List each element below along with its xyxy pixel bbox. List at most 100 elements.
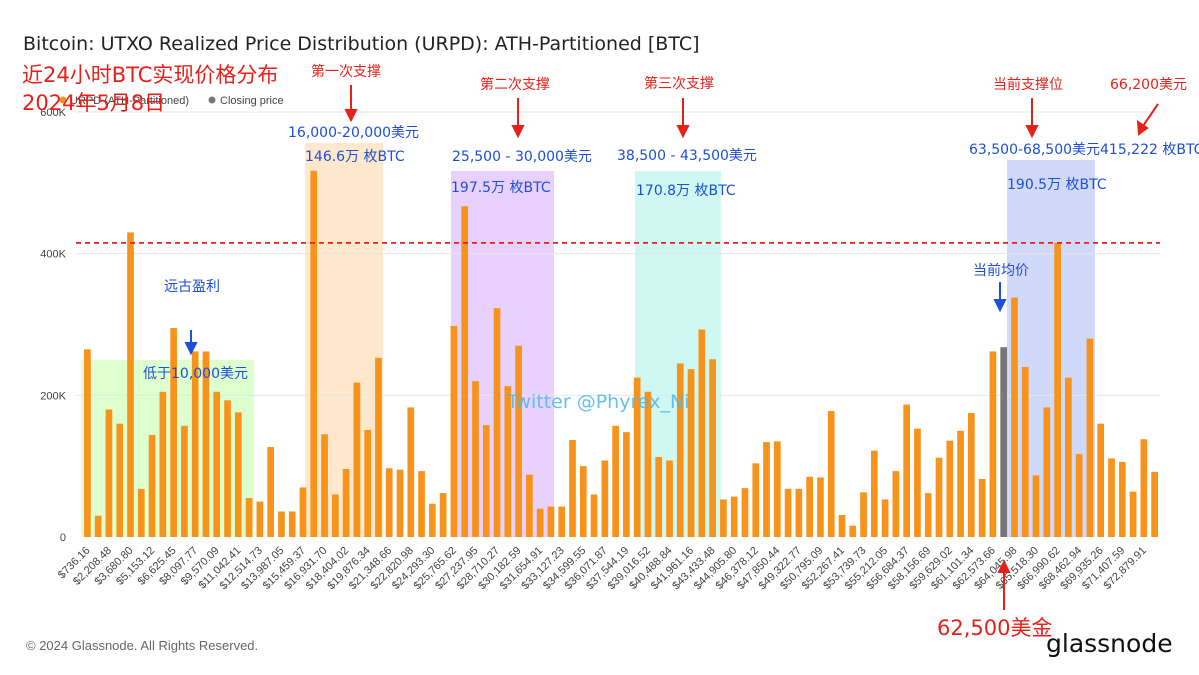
below-10k-annotation: 低于10,000美元 [143, 366, 248, 382]
urpd-bar [773, 441, 781, 538]
urpd-bar [849, 525, 857, 537]
urpd-bar [720, 499, 727, 537]
legend-closing-label: Closing price [220, 95, 284, 107]
urpd-bar [526, 474, 533, 537]
urpd-bar [504, 386, 512, 538]
urpd-bar [633, 377, 641, 538]
urpd-bar [515, 345, 522, 537]
red-arrows [344, 85, 1159, 610]
urpd-bar [461, 206, 469, 537]
urpd-bar [579, 466, 587, 537]
urpd-bar [1011, 297, 1018, 537]
y-tick-label: 0 [60, 532, 66, 544]
urpd-bar [978, 478, 986, 537]
legend-closing-marker [208, 96, 216, 104]
urpd-bar [342, 469, 350, 537]
urpd-bar [870, 450, 878, 537]
arrow-up-icon [997, 559, 1011, 573]
urpd-bar [827, 410, 835, 537]
urpd-bar [1108, 458, 1115, 538]
urpd-bar [1032, 475, 1040, 538]
urpd-bar [482, 425, 490, 537]
urpd-bar [838, 515, 846, 537]
urpd-bar [1140, 439, 1148, 537]
urpd-bar [946, 440, 954, 537]
urpd-bar [148, 435, 156, 537]
support4-amount: 190.5万 枚BTC [1007, 177, 1107, 193]
glassnode-logo: glassnode [1046, 629, 1173, 658]
urpd-bar [536, 508, 544, 537]
urpd-bar [267, 447, 274, 537]
urpd-bar [375, 357, 382, 537]
urpd-bar [396, 469, 404, 537]
ath-amount-annotation: 415,222 枚BTC [1100, 142, 1199, 158]
urpd-bar [202, 351, 210, 537]
urpd-bar [116, 423, 124, 537]
urpd-bar [903, 404, 911, 537]
urpd-bar [1129, 491, 1137, 537]
urpd-bar [84, 349, 91, 537]
urpd-bar [493, 308, 501, 537]
old-profit-annotation: 远古盈利 [164, 279, 220, 295]
urpd-bar [763, 442, 770, 537]
headline-annotation: 近24小时BTC实现价格分布 [22, 63, 278, 87]
urpd-bar [418, 471, 425, 538]
support3-range: 38,500 - 43,500美元 [617, 148, 757, 164]
urpd-bar [234, 412, 242, 537]
y-axis: 0 200K 400K 600K [40, 107, 66, 544]
urpd-bar [224, 400, 231, 537]
x-axis: $736.16$2,208.48$3,680.80$5,153.12$6,625… [56, 545, 1149, 592]
urpd-bar [989, 351, 997, 537]
highlight-zones [81, 143, 1095, 537]
support1-amount: 146.6万 枚BTC [305, 149, 405, 165]
urpd-bar [935, 457, 943, 537]
urpd-bar [278, 511, 285, 537]
urpd-bar [472, 381, 479, 537]
urpd-bar [137, 488, 145, 537]
support2-title: 第二次支撑 [480, 76, 550, 93]
urpd-bar [1118, 461, 1126, 537]
support4-range: 63,500-68,500美元 [969, 142, 1100, 158]
arrow-diagonal-icon [1136, 120, 1149, 136]
urpd-bar [288, 511, 296, 537]
support2-amount: 197.5万 枚BTC [451, 180, 551, 196]
urpd-bar [644, 391, 652, 537]
urpd-bar [331, 494, 339, 537]
urpd-bar [924, 493, 932, 537]
urpd-bar [752, 463, 760, 537]
chart-title: Bitcoin: UTXO Realized Price Distributio… [23, 33, 700, 55]
urpd-bar [321, 434, 328, 537]
urpd-bar [245, 498, 253, 537]
arrow-down-icon [511, 125, 525, 139]
urpd-bar [687, 369, 695, 538]
urpd-bar [159, 391, 167, 537]
watermark: Twitter @Phyrex_Ni [506, 391, 689, 413]
urpd-bar [213, 391, 221, 537]
y-grid [76, 111, 1160, 396]
urpd-bar [407, 407, 415, 538]
support2-range: 25,500 - 30,000美元 [452, 149, 592, 165]
urpd-bar [1043, 407, 1051, 538]
urpd-bar [181, 425, 188, 537]
urpd-bar [881, 499, 889, 537]
urpd-bar [1097, 423, 1105, 537]
arrow-down-icon [993, 299, 1007, 313]
urpd-bar [1054, 242, 1061, 537]
date-annotation: 2024年5月8日 [22, 91, 165, 115]
urpd-bar [914, 428, 921, 538]
urpd-bar [817, 477, 824, 537]
urpd-bar [1065, 377, 1072, 538]
urpd-bar [612, 425, 619, 537]
urpd-bar [590, 494, 598, 537]
urpd-bar [127, 232, 134, 538]
price-62500-annotation: 62,500美金 [937, 616, 1052, 640]
urpd-bar [860, 492, 867, 538]
bar-series [84, 170, 1158, 538]
legend-urpd-label: URPD (ATH-Partitioned) [70, 95, 189, 107]
urpd-bar [968, 413, 975, 537]
urpd-bar [806, 476, 813, 537]
urpd-bar [1021, 367, 1029, 537]
urpd-bar [1086, 338, 1094, 537]
urpd-bar [256, 501, 264, 537]
